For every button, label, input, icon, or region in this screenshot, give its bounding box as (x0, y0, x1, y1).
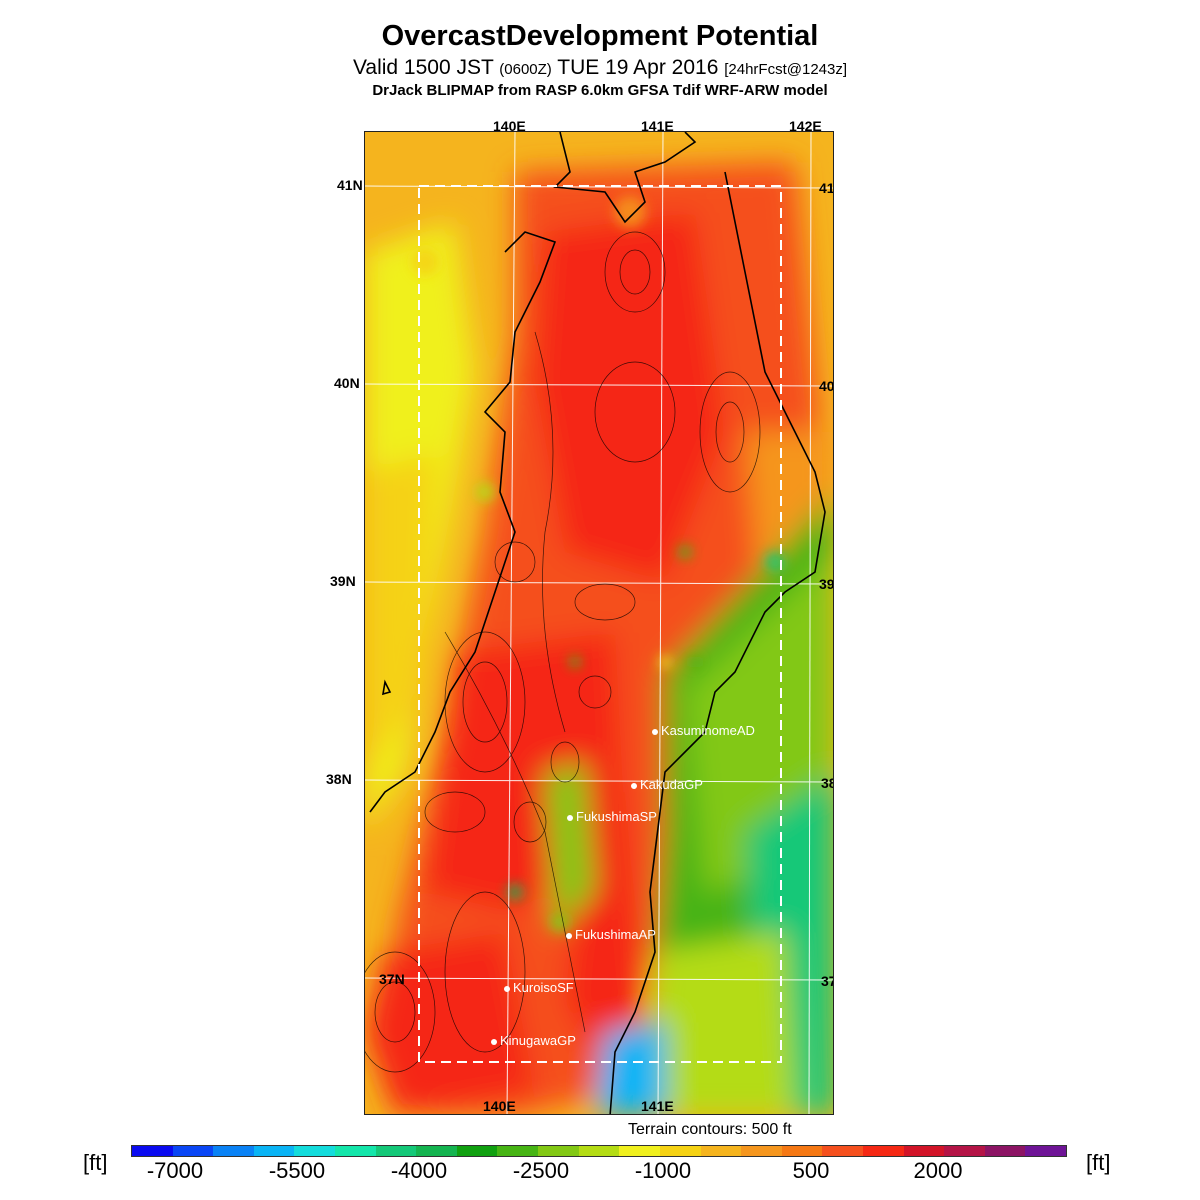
site-marker[interactable]: FukushimaAP (566, 927, 656, 942)
site-marker[interactable]: KasuminomeAD (652, 723, 755, 738)
colorbar-segment (944, 1146, 985, 1156)
site-dot-icon (567, 814, 573, 821)
colorbar-tick-label: -1000 (634, 1158, 692, 1183)
map-canvas (365, 132, 833, 1114)
site-marker[interactable]: KakudaGP (631, 777, 703, 792)
site-label: KinugawaGP (500, 1033, 576, 1048)
lat-label-right: 38N (821, 775, 833, 791)
colorbar-segment (578, 1146, 620, 1156)
forecast-info: [24hrFcst@1243z] (724, 61, 848, 78)
colorbar-unit-left: [ft] (83, 1150, 108, 1175)
lon-label-bottom: 140E (483, 1098, 516, 1114)
lat-label-left: 40N (334, 375, 360, 391)
site-label: FukushimaAP (575, 927, 656, 942)
colorbar-tick-label: 500 (792, 1158, 830, 1183)
lat-label-right: 41N (819, 180, 834, 196)
colorbar-segment (416, 1146, 457, 1156)
map-title: OvercastDevelopment Potential (381, 20, 819, 52)
lon-label-top: 140E (493, 118, 526, 134)
model-description: DrJack BLIPMAP from RASP 6.0km GFSA Tdif… (372, 82, 828, 99)
lon-label-top: 141E (641, 118, 674, 134)
site-dot-icon (491, 1038, 497, 1045)
valid-label: Valid 1500 JST (352, 56, 494, 79)
lat-label-left: 37N (379, 971, 405, 987)
site-label: FukushimaSP (576, 809, 657, 824)
site-dot-icon (566, 932, 572, 939)
colorbar-segment (294, 1146, 336, 1156)
lat-label-right: 39N (819, 576, 834, 592)
colorbar-segment (781, 1146, 823, 1156)
terrain-contour-note: Terrain contours: 500 ft (628, 1121, 792, 1138)
forecast-date: TUE 19 Apr 2016 (557, 56, 719, 79)
lat-label-left: 38N (326, 771, 352, 787)
colorbar-segment (538, 1146, 579, 1156)
lon-label-top: 142E (789, 118, 822, 134)
colorbar-segment (132, 1146, 173, 1156)
lat-label-left: 39N (330, 573, 356, 589)
lat-label-right: 40N (819, 378, 834, 394)
colorbar (131, 1145, 1067, 1157)
utc-time: (0600Z) (499, 61, 552, 78)
colorbar-unit-right: [ft] (1086, 1150, 1111, 1175)
colorbar-segment (984, 1146, 1026, 1156)
colorbar-segment (253, 1146, 295, 1156)
colorbar-tick-label: -4000 (390, 1158, 448, 1183)
colorbar-segment (1025, 1146, 1067, 1156)
site-label: KakudaGP (640, 777, 703, 792)
colorbar-tick-label: 2000 (913, 1158, 963, 1183)
site-marker[interactable]: KinugawaGP (491, 1033, 576, 1048)
site-dot-icon (631, 782, 637, 789)
overcast-map: 41N 40N 39N 38N 37N 37N 140E 141E Kasumi… (364, 131, 834, 1115)
colorbar-segment (375, 1146, 417, 1156)
colorbar-segment (172, 1146, 214, 1156)
site-marker[interactable]: KuroisoSF (504, 980, 574, 995)
colorbar-segment (700, 1146, 742, 1156)
colorbar-segment (456, 1146, 498, 1156)
colorbar-segment (862, 1146, 904, 1156)
valid-time: Valid 1500 JST (0600Z) TUE 19 Apr 2016 [… (0, 56, 1200, 80)
colorbar-tick-label: -2500 (512, 1158, 570, 1183)
colorbar-tick-label: -5500 (268, 1158, 326, 1183)
colorbar-segment (741, 1146, 782, 1156)
lon-label-bottom: 141E (641, 1098, 674, 1114)
colorbar-segment (903, 1146, 945, 1156)
lat-label-right: 37N (821, 973, 833, 989)
colorbar-segment (213, 1146, 254, 1156)
colorbar-segment (619, 1146, 660, 1156)
colorbar-segment (335, 1146, 376, 1156)
site-dot-icon (652, 728, 658, 735)
colorbar-segment (822, 1146, 863, 1156)
lat-label-left: 41N (337, 177, 363, 193)
domain-boundary (418, 185, 782, 1063)
site-dot-icon (504, 985, 510, 992)
colorbar-segment (497, 1146, 539, 1156)
site-label: KasuminomeAD (661, 723, 755, 738)
terrain-contours (365, 231, 761, 1073)
colorbar-segment (659, 1146, 701, 1156)
site-label: KuroisoSF (513, 980, 574, 995)
colorbar-tick-label: -7000 (146, 1158, 204, 1183)
coastline (369, 132, 826, 1114)
site-marker[interactable]: FukushimaSP (567, 809, 657, 824)
